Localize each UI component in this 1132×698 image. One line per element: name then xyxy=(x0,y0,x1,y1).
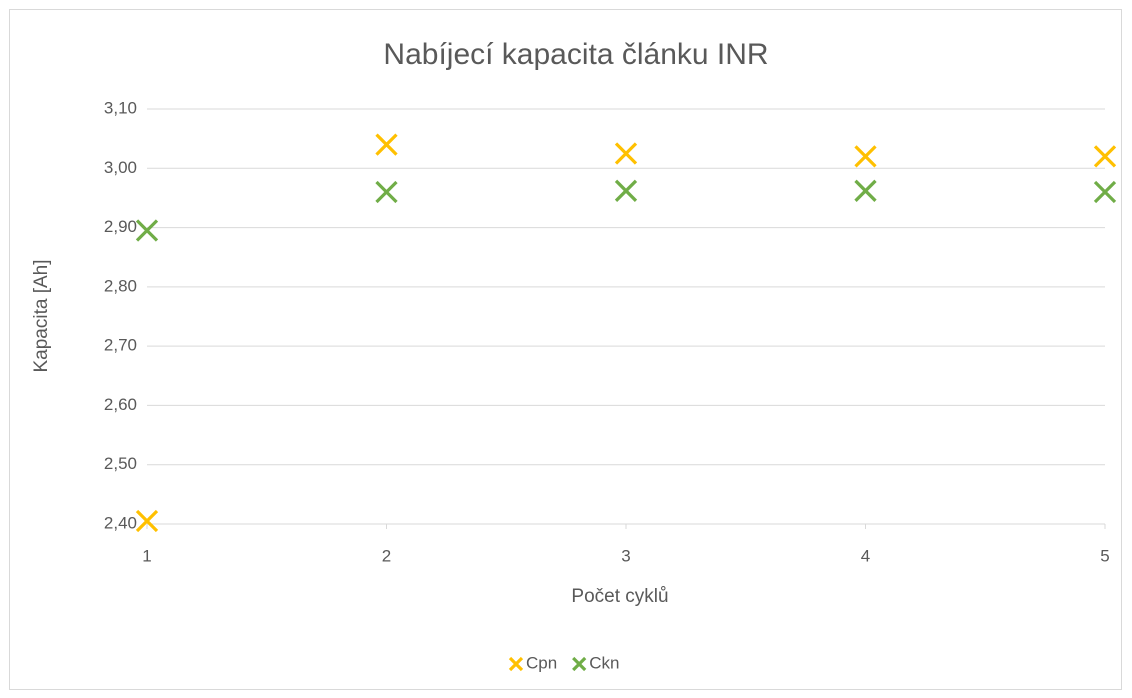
point xyxy=(135,509,159,533)
marker-stroke xyxy=(375,180,398,204)
chart-frame xyxy=(9,9,1122,690)
x-tick-label: 2 xyxy=(382,546,391,565)
marker-stroke xyxy=(614,179,638,202)
legend-label: Cpn xyxy=(526,653,557,672)
marker-stroke xyxy=(375,133,398,156)
marker-stroke xyxy=(1093,145,1117,168)
point xyxy=(614,179,638,202)
marker-stroke xyxy=(135,509,159,533)
marker-stroke xyxy=(854,179,877,202)
point xyxy=(1093,145,1117,168)
marker-stroke xyxy=(572,656,587,672)
marker-stroke xyxy=(614,142,638,165)
point xyxy=(135,219,159,242)
y-tick-label: 2,70 xyxy=(104,336,137,355)
x-tick-label: 4 xyxy=(861,546,870,565)
point xyxy=(1093,180,1117,204)
y-tick-label: 2,80 xyxy=(104,276,137,295)
marker-stroke xyxy=(1093,180,1117,204)
x-tick-label: 3 xyxy=(621,546,630,565)
x-axis-label: Počet cyklů xyxy=(571,586,668,607)
marker-stroke xyxy=(854,145,877,168)
x-tick-label: 5 xyxy=(1100,546,1109,565)
point xyxy=(854,179,877,202)
point xyxy=(375,133,398,156)
marker-stroke xyxy=(508,656,524,672)
legend-marker xyxy=(508,656,524,672)
marker-stroke xyxy=(135,219,159,242)
y-tick-label: 2,60 xyxy=(104,395,137,414)
y-tick-label: 3,10 xyxy=(104,98,137,117)
y-tick-label: 2,40 xyxy=(104,513,137,532)
y-tick-label: 2,90 xyxy=(104,217,137,236)
y-tick-label: 3,00 xyxy=(104,158,137,177)
legend-label: Ckn xyxy=(589,653,619,672)
chart-title: Nabíjecí kapacita článku INR xyxy=(383,38,768,71)
x-tick-label: 1 xyxy=(142,546,151,565)
point xyxy=(854,145,877,168)
y-tick-label: 2,50 xyxy=(104,454,137,473)
legend-marker xyxy=(572,656,587,672)
point xyxy=(614,142,638,165)
y-axis-label: Kapacita [Ah] xyxy=(31,259,52,372)
point xyxy=(375,180,398,204)
